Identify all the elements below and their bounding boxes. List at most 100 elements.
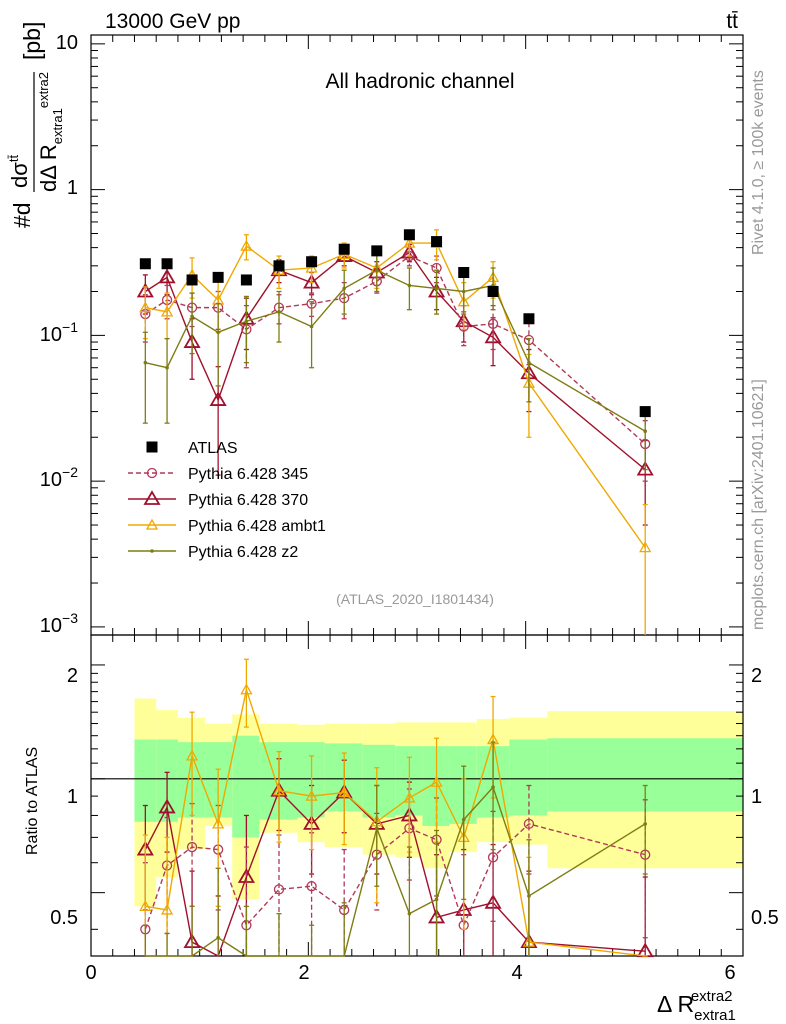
ratio-marker-p345 bbox=[273, 884, 285, 895]
y-tick-label-1e-1: 10−1 bbox=[40, 319, 78, 346]
data-point bbox=[639, 406, 651, 418]
channel-label: All hadronic channel bbox=[325, 70, 514, 93]
ratio-marker-z2 bbox=[527, 894, 531, 898]
y-tick-label-1: 1 bbox=[67, 177, 78, 199]
legend-entry-p345: Pythia 6.428 345 bbox=[128, 466, 308, 483]
ratio-marker-p345 bbox=[523, 818, 535, 830]
marker-z2 bbox=[643, 429, 647, 434]
x-axis-label-base: Δ R bbox=[657, 991, 694, 1017]
y-axis-label-ratio: Ratio to ATLAS bbox=[24, 747, 41, 855]
ratio-tick-label-right-2: 2 bbox=[751, 665, 762, 687]
rivet-label: Rivet 4.1.0, ≥ 100k events bbox=[750, 70, 767, 255]
ratio-marker-ambt1 bbox=[305, 789, 318, 801]
y-axis-label-denominator: dΔ Rextra1extra2 bbox=[36, 72, 65, 192]
data-point bbox=[161, 258, 173, 270]
marker-z2 bbox=[309, 324, 314, 329]
ratio-marker-z2 bbox=[491, 785, 495, 790]
legend-entry-z2: Pythia 6.428 z2 bbox=[128, 544, 298, 561]
ratio-marker-z2 bbox=[374, 826, 379, 831]
series-data bbox=[139, 229, 651, 418]
ratio-tick-label-0.5: 0.5 bbox=[50, 907, 78, 929]
band-inner-bin-8 bbox=[362, 744, 396, 818]
marker-z2 bbox=[342, 286, 346, 291]
marker-ambt1 bbox=[139, 301, 152, 313]
marker-z2 bbox=[143, 360, 148, 365]
ratio-tick-label-2: 2 bbox=[67, 665, 78, 687]
ratio-marker-z2 bbox=[407, 911, 412, 916]
data-point bbox=[458, 266, 470, 278]
ratio-marker-ambt1 bbox=[185, 749, 199, 761]
process-label: tt̄ bbox=[726, 10, 738, 33]
marker-p370 bbox=[636, 460, 654, 476]
legend-entry-ambt1: Pythia 6.428 ambt1 bbox=[128, 518, 326, 535]
series-line-p370 bbox=[144, 251, 646, 471]
ratio-marker-p345 bbox=[487, 852, 499, 863]
marker-ambt1 bbox=[639, 541, 652, 553]
marker-ambt1 bbox=[160, 305, 174, 317]
ratio-tick-label-right-0.5: 0.5 bbox=[751, 907, 779, 929]
data-point bbox=[487, 285, 499, 297]
axis-ticks bbox=[90, 35, 744, 956]
ratio-marker-ambt1 bbox=[139, 900, 152, 911]
data-point bbox=[139, 258, 151, 270]
data-point bbox=[273, 260, 285, 272]
ratio-marker-ambt1 bbox=[272, 784, 286, 796]
series-layer bbox=[136, 229, 654, 958]
data-point bbox=[523, 313, 535, 325]
legend-marker-p345 bbox=[146, 467, 158, 479]
ratio-marker-p370 bbox=[158, 798, 176, 814]
ratio-marker-p345 bbox=[306, 881, 317, 892]
y-axis-label-hash-d: #d bbox=[9, 202, 35, 228]
marker-p370 bbox=[209, 391, 227, 406]
y-tick-label-1e-2: 10−2 bbox=[40, 464, 78, 491]
marker-z2 bbox=[190, 314, 194, 319]
data-point bbox=[431, 236, 443, 248]
legend-marker-z2 bbox=[150, 549, 154, 553]
marker-z2 bbox=[216, 330, 220, 335]
y-axis-label-numerator: dσtt̄ bbox=[6, 155, 32, 188]
legend-entry-p370: Pythia 6.428 370 bbox=[128, 490, 308, 509]
legend-label-data: ATLAS bbox=[188, 440, 238, 457]
mcplots-label: mcplots.cern.ch [arXiv:2401.10621] bbox=[750, 379, 767, 630]
ratio-marker-z2 bbox=[216, 935, 220, 940]
marker-z2 bbox=[277, 310, 281, 314]
legend-marker-p370 bbox=[143, 490, 161, 505]
marker-z2 bbox=[407, 283, 412, 288]
ratio-marker-z2 bbox=[461, 817, 466, 822]
legend-label-p370: Pythia 6.428 370 bbox=[188, 492, 308, 509]
x-axis-label-sub: extra1 bbox=[694, 1007, 736, 1024]
legend: ATLAS Pythia 6.428 345 Pythia 6.428 370 Pyt… bbox=[128, 440, 326, 561]
marker-z2 bbox=[527, 360, 531, 365]
marker-z2 bbox=[434, 286, 439, 291]
ratio-marker-ambt1 bbox=[212, 817, 225, 829]
ratio-marker-z2 bbox=[434, 897, 439, 902]
marker-p345 bbox=[487, 318, 499, 329]
x-tick-label-6: 6 bbox=[724, 962, 735, 984]
data-point bbox=[240, 274, 252, 286]
data-point bbox=[371, 245, 383, 257]
marker-ambt1 bbox=[240, 239, 253, 251]
legend-label-z2: Pythia 6.428 z2 bbox=[188, 544, 298, 561]
ratio-marker-z2 bbox=[643, 822, 647, 826]
ratio-uncertainty-bands bbox=[134, 698, 743, 907]
marker-z2 bbox=[374, 268, 379, 272]
y-tick-label-10: 10 bbox=[56, 32, 78, 54]
data-point bbox=[403, 229, 415, 241]
analysis-id-label: (ATLAS_2020_I1801434) bbox=[336, 591, 494, 607]
y-axis-label-units: [pb] bbox=[19, 22, 45, 60]
legend-marker-data bbox=[146, 441, 158, 453]
marker-p370 bbox=[158, 268, 176, 284]
data-point bbox=[212, 271, 224, 283]
y-tick-label-1e-3: 10−3 bbox=[40, 610, 78, 637]
series-z2 bbox=[142, 253, 648, 957]
ratio-marker-ambt1 bbox=[430, 775, 443, 787]
ratio-marker-ambt1 bbox=[240, 683, 253, 695]
x-axis-label: Δ Rextra1 extra2 bbox=[657, 988, 736, 1024]
ratio-marker-p345 bbox=[186, 841, 198, 853]
x-tick-label-4: 4 bbox=[511, 962, 522, 984]
ratio-marker-ambt1 bbox=[160, 903, 174, 915]
ratio-tick-label-right-1: 1 bbox=[751, 786, 762, 808]
energy-label: 13000 GeV pp bbox=[105, 10, 240, 33]
series-line-p345 bbox=[144, 255, 646, 445]
